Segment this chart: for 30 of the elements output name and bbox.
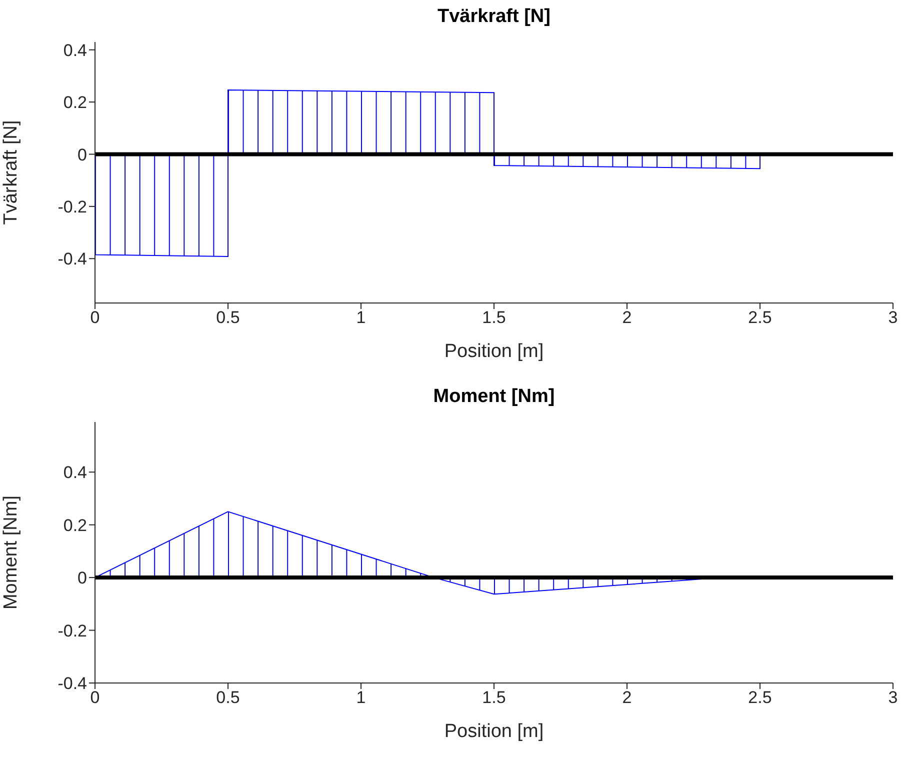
x-tick-label: 2 xyxy=(622,308,632,328)
y-tick-label: 0.2 xyxy=(63,516,87,535)
y-axis-title: Tvärkraft [N] xyxy=(0,120,22,225)
x-tick-label: 1 xyxy=(356,688,366,708)
y-tick-label: 0 xyxy=(78,568,87,588)
y-tick-label: 0.4 xyxy=(63,463,87,482)
y-tick-label: -0.2 xyxy=(58,197,87,216)
chart-title: Tvärkraft [N] xyxy=(436,6,552,28)
y-tick-label: -0.4 xyxy=(58,250,87,269)
x-tick-label: 2.5 xyxy=(748,308,772,328)
x-tick-label: 2.5 xyxy=(748,688,772,708)
x-tick-label: 1 xyxy=(356,308,366,328)
y-tick-label: 0.4 xyxy=(63,40,87,60)
x-tick-label: 1.5 xyxy=(482,688,506,708)
x-tick-label: 0 xyxy=(90,308,100,328)
x-axis-title: Position [m] xyxy=(444,721,544,742)
x-tick-label: 0.5 xyxy=(216,308,240,328)
x-tick-label: 0.5 xyxy=(216,688,240,708)
x-tick-label: 1.5 xyxy=(482,308,506,328)
x-tick-label: 3 xyxy=(888,308,898,328)
y-axis-title: Moment [Nm] xyxy=(0,495,22,610)
y-tick-label: -0.2 xyxy=(58,621,87,640)
y-tick-label: 0 xyxy=(78,145,87,164)
x-tick-label: 0 xyxy=(90,688,100,708)
chart-title: Moment [Nm] xyxy=(432,386,556,408)
x-axis-title: Position [m] xyxy=(444,341,544,362)
x-tick-label: 2 xyxy=(622,688,632,708)
y-tick-label: -0.4 xyxy=(58,674,87,694)
x-tick-label: 3 xyxy=(888,688,898,708)
y-tick-label: 0.2 xyxy=(63,93,87,112)
